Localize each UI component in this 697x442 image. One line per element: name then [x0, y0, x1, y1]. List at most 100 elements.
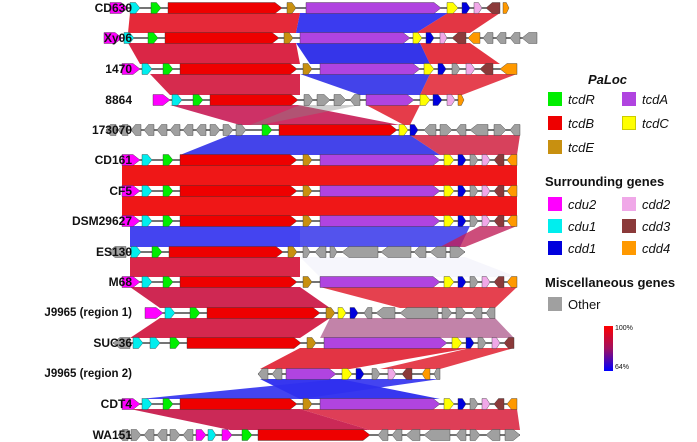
gene-tcdB: [179, 154, 298, 166]
gene-tcdC: [451, 337, 463, 349]
gene-other: [375, 307, 396, 319]
track-6: [121, 154, 518, 166]
gene-tcdR: [241, 429, 253, 441]
gene-tcdB: [167, 2, 283, 14]
gene-tcdC: [423, 63, 435, 75]
gene-cdu2: [109, 2, 129, 14]
gene-other: [182, 429, 194, 441]
gene-tcdR: [147, 32, 159, 44]
track-3: [121, 63, 518, 75]
homology-band-3: [300, 74, 430, 95]
gene-other: [429, 246, 447, 258]
track-2: [103, 32, 538, 44]
gene-other: [504, 429, 521, 441]
homology-band-9: [130, 257, 300, 277]
track-7: [121, 185, 518, 197]
gene-other: [329, 246, 338, 258]
gene-other: [469, 215, 479, 227]
gene-cdd3: [479, 63, 494, 75]
gene-tcdC: [412, 32, 423, 44]
homology-band-8: [130, 226, 300, 247]
gene-other: [112, 337, 131, 349]
gene-cdd4: [457, 94, 465, 106]
gene-tcdE: [283, 32, 294, 44]
gene-other: [143, 429, 155, 441]
gene-other: [441, 307, 453, 319]
gene-tcdA: [323, 337, 448, 349]
gene-tcdB: [179, 63, 298, 75]
gene-other: [377, 429, 389, 441]
gene-other: [455, 124, 467, 136]
gene-other: [455, 307, 467, 319]
gene-tcdE: [287, 246, 298, 258]
gene-cdd3: [493, 215, 505, 227]
gene-cdd1: [457, 398, 467, 410]
gene-tcdC: [337, 307, 347, 319]
gene-other: [182, 124, 194, 136]
gene-other: [469, 185, 479, 197]
track-5: [105, 124, 521, 136]
gene-cdu2: [121, 276, 141, 288]
gene-tcdE: [325, 307, 336, 319]
gene-other: [117, 124, 129, 136]
gene-cdd1: [349, 307, 359, 319]
gene-tcdB: [278, 124, 398, 136]
gene-tcdE: [302, 398, 313, 410]
gene-tcdC: [446, 2, 459, 14]
gene-tcdC: [398, 124, 409, 136]
gene-tcdC: [443, 398, 455, 410]
strain-label: 173070: [91, 123, 132, 137]
gene-tcdE: [306, 337, 317, 349]
homology-band-10: [130, 287, 330, 308]
homology-band-7: [122, 196, 517, 216]
gene-cdd3: [493, 154, 505, 166]
gene-other: [156, 124, 168, 136]
strain-label: J9965 (region 2): [44, 368, 132, 380]
gene-cdd1: [461, 2, 471, 14]
gene-cdd2: [481, 398, 491, 410]
gene-tcdR: [169, 337, 181, 349]
gene-cdu1: [164, 307, 176, 319]
gene-tcdA: [319, 154, 441, 166]
gene-other: [469, 154, 479, 166]
gene-cdu2: [152, 94, 171, 106]
gene-other: [341, 246, 379, 258]
gene-other: [449, 246, 466, 258]
gene-other: [455, 429, 467, 441]
gene-tcdA: [319, 276, 441, 288]
gene-tcdB: [209, 94, 299, 106]
gene-other: [117, 429, 129, 441]
gene-cdu1: [123, 32, 135, 44]
homology-band-5: [180, 135, 440, 155]
gene-tcdB: [179, 185, 298, 197]
homology-band-8: [300, 226, 470, 247]
gene-cdd2: [465, 63, 476, 75]
track-11: [144, 307, 496, 319]
gene-tcdC: [443, 215, 455, 227]
strain-label: CF5: [109, 184, 132, 198]
gene-tcdB: [179, 398, 298, 410]
gene-other: [380, 246, 412, 258]
gene-other: [363, 307, 373, 319]
gene-cdu1: [129, 2, 141, 14]
gene-tcdA: [319, 398, 441, 410]
gene-cdd1: [457, 154, 467, 166]
gene-cdd4: [499, 63, 518, 75]
gene-other: [257, 368, 269, 380]
gene-cdd4: [467, 32, 481, 44]
gene-tcdC: [443, 154, 455, 166]
gene-cdd2: [481, 276, 491, 288]
gene-other: [477, 337, 487, 349]
gene-tcdC: [443, 185, 455, 197]
gene-cdd1: [437, 63, 447, 75]
gene-cdu1: [141, 63, 153, 75]
gene-other: [333, 94, 347, 106]
homology-band-1: [128, 13, 300, 33]
gene-tcdB: [179, 215, 298, 227]
strain-label: CD161: [94, 153, 132, 167]
gene-other: [303, 94, 314, 106]
gene-cdu2: [103, 32, 123, 44]
strain-label: M68: [108, 275, 132, 289]
gene-other: [485, 429, 501, 441]
gene-cdu2: [144, 307, 164, 319]
